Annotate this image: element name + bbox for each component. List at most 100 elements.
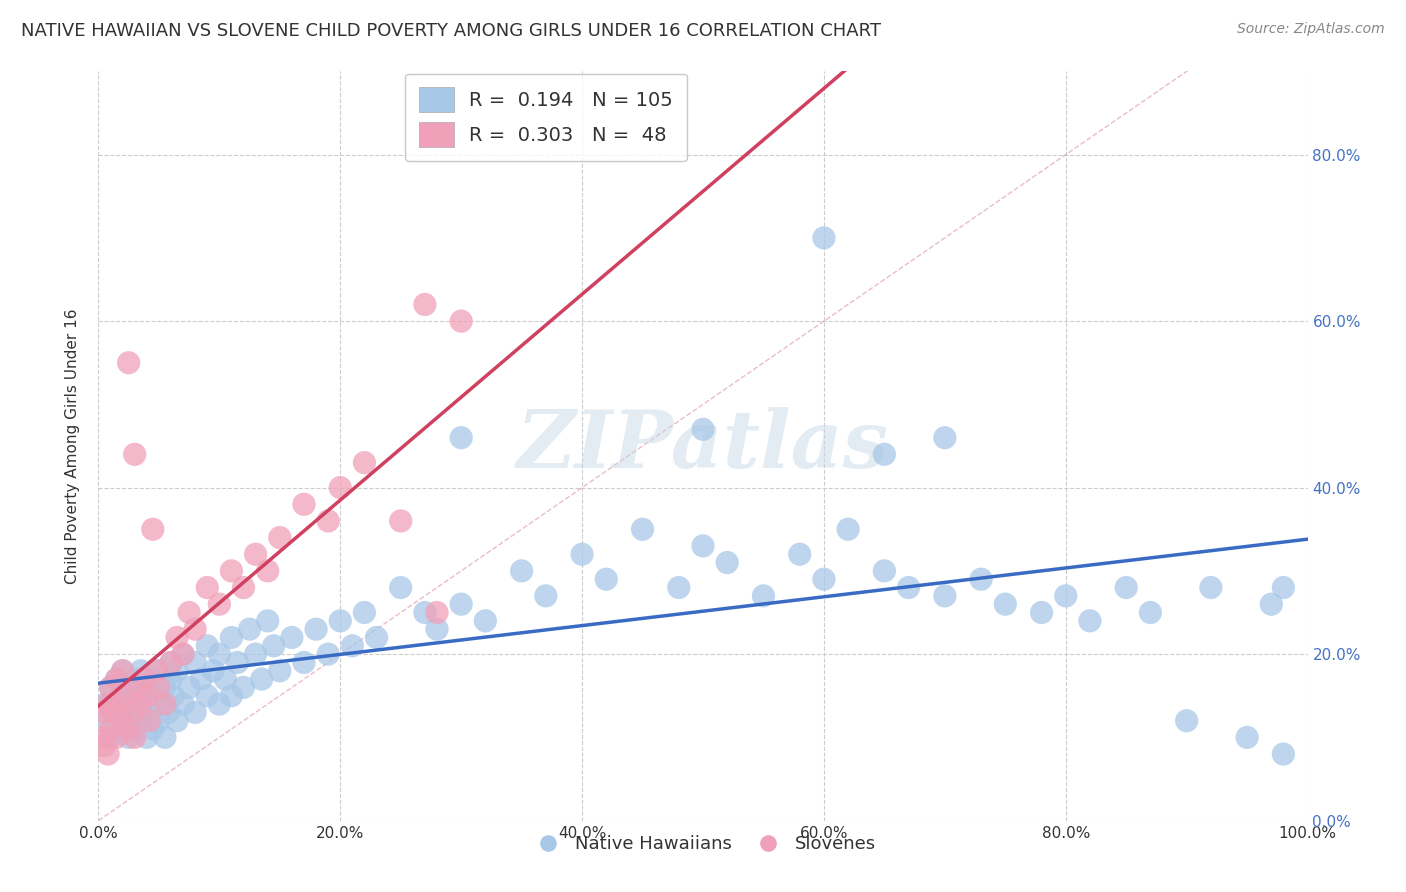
Point xyxy=(121,706,143,720)
Point xyxy=(108,689,131,703)
Point xyxy=(93,731,115,745)
Point xyxy=(413,297,436,311)
Point xyxy=(142,522,165,536)
Point xyxy=(221,689,243,703)
Point xyxy=(353,456,375,470)
Point xyxy=(105,672,128,686)
Point xyxy=(162,689,184,703)
Point xyxy=(114,689,136,703)
Point xyxy=(105,731,128,745)
Point xyxy=(108,697,131,711)
Point xyxy=(184,706,207,720)
Point xyxy=(124,447,146,461)
Point xyxy=(101,706,124,720)
Point xyxy=(221,631,243,645)
Point xyxy=(129,697,152,711)
Point xyxy=(353,606,375,620)
Point xyxy=(118,356,141,370)
Point xyxy=(100,681,122,695)
Point xyxy=(692,539,714,553)
Point xyxy=(100,681,122,695)
Text: Source: ZipAtlas.com: Source: ZipAtlas.com xyxy=(1237,22,1385,37)
Point xyxy=(534,589,557,603)
Point xyxy=(692,422,714,436)
Point xyxy=(813,231,835,245)
Point xyxy=(1031,606,1053,620)
Point xyxy=(316,514,339,528)
Point xyxy=(105,672,128,686)
Point xyxy=(111,714,134,728)
Text: NATIVE HAWAIIAN VS SLOVENE CHILD POVERTY AMONG GIRLS UNDER 16 CORRELATION CHART: NATIVE HAWAIIAN VS SLOVENE CHILD POVERTY… xyxy=(21,22,882,40)
Point xyxy=(105,722,128,736)
Point xyxy=(93,739,115,753)
Point xyxy=(813,572,835,586)
Point xyxy=(202,664,225,678)
Point xyxy=(389,514,412,528)
Point xyxy=(97,747,120,761)
Point xyxy=(172,647,194,661)
Point xyxy=(214,672,236,686)
Point xyxy=(129,664,152,678)
Point xyxy=(195,639,218,653)
Point xyxy=(142,672,165,686)
Point xyxy=(1236,731,1258,745)
Point xyxy=(121,706,143,720)
Point xyxy=(426,606,449,620)
Point xyxy=(124,672,146,686)
Point xyxy=(789,547,811,561)
Point xyxy=(474,614,496,628)
Point xyxy=(450,431,472,445)
Point xyxy=(837,522,859,536)
Point xyxy=(111,714,134,728)
Point xyxy=(129,714,152,728)
Point xyxy=(148,681,170,695)
Point xyxy=(184,656,207,670)
Point xyxy=(1272,747,1295,761)
Point xyxy=(127,689,149,703)
Point xyxy=(1139,606,1161,620)
Point xyxy=(450,597,472,611)
Point xyxy=(226,656,249,670)
Point xyxy=(232,681,254,695)
Point xyxy=(124,722,146,736)
Point xyxy=(897,581,920,595)
Point xyxy=(145,689,167,703)
Point xyxy=(93,706,115,720)
Point xyxy=(184,622,207,636)
Point xyxy=(245,647,267,661)
Point xyxy=(245,547,267,561)
Point xyxy=(366,631,388,645)
Point xyxy=(135,731,157,745)
Text: ZIPatlas: ZIPatlas xyxy=(517,408,889,484)
Point xyxy=(138,706,160,720)
Point xyxy=(239,622,262,636)
Point xyxy=(994,597,1017,611)
Point xyxy=(190,672,212,686)
Point xyxy=(668,581,690,595)
Point xyxy=(111,664,134,678)
Point xyxy=(269,664,291,678)
Point xyxy=(118,681,141,695)
Point xyxy=(1272,581,1295,595)
Point xyxy=(138,714,160,728)
Point xyxy=(134,697,156,711)
Point xyxy=(329,614,352,628)
Point xyxy=(873,447,896,461)
Point xyxy=(208,647,231,661)
Y-axis label: Child Poverty Among Girls Under 16: Child Poverty Among Girls Under 16 xyxy=(65,309,80,583)
Point xyxy=(269,531,291,545)
Point xyxy=(934,431,956,445)
Point xyxy=(934,589,956,603)
Point xyxy=(250,672,273,686)
Point xyxy=(100,731,122,745)
Point xyxy=(145,664,167,678)
Point xyxy=(752,589,775,603)
Point xyxy=(148,714,170,728)
Point xyxy=(1199,581,1222,595)
Point xyxy=(510,564,533,578)
Point xyxy=(97,697,120,711)
Point xyxy=(153,697,176,711)
Point xyxy=(148,664,170,678)
Point xyxy=(101,706,124,720)
Point xyxy=(413,606,436,620)
